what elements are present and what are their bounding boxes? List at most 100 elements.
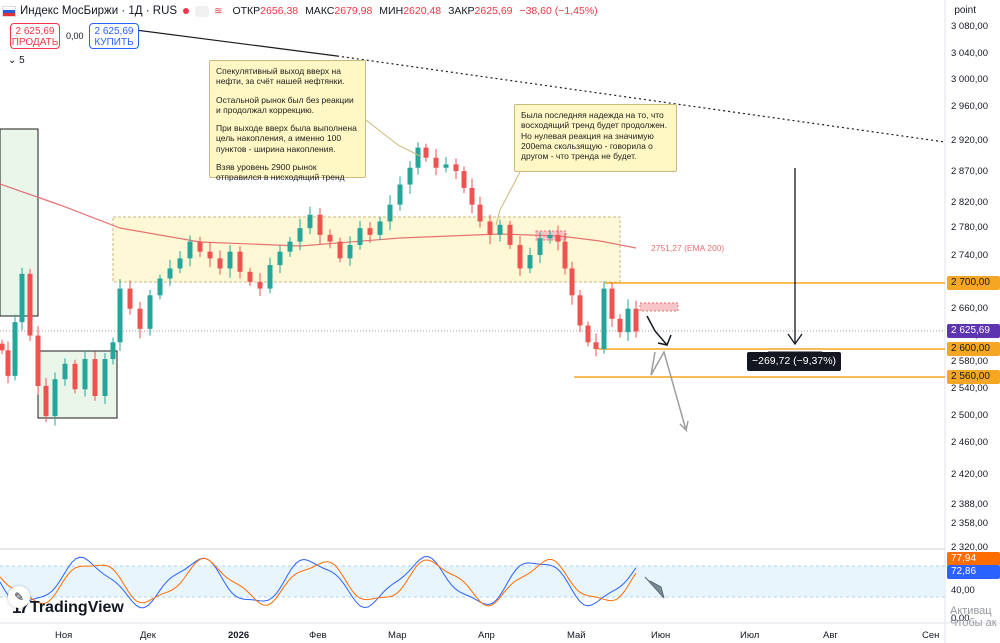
time-tick: Июн	[651, 630, 671, 641]
trendline-solid	[119, 27, 338, 57]
sell-label: ПРОДАТЬ	[11, 37, 59, 48]
candle-body	[247, 271, 253, 282]
time-tick: Мар	[388, 630, 407, 641]
candle-body	[517, 244, 523, 269]
candle-body	[27, 273, 33, 336]
annotation-note-1[interactable]: Спекулятивный выход вверх на нефти, за с…	[209, 60, 366, 182]
candle-body	[127, 288, 133, 309]
ohlc-values: ОТКР2656,38 МАКС2679,98 МИН2620,48 ЗАКР2…	[232, 5, 601, 17]
candle-body	[397, 184, 403, 205]
watermark-line1: Активац	[950, 605, 992, 617]
indicators-count: 5	[19, 55, 25, 66]
eye-icon[interactable]: ≋	[214, 5, 223, 17]
market-status-icon	[183, 8, 190, 14]
ohlc-high-value: 2679,98	[334, 5, 373, 17]
price-tick: 2 580,00	[951, 356, 988, 368]
candle-body	[237, 251, 243, 272]
candle-body	[327, 234, 333, 242]
candle-body	[469, 187, 475, 205]
candle-body	[593, 342, 599, 349]
price-tick: 3 000,00	[951, 74, 988, 86]
candle-body	[82, 359, 88, 390]
candle-body	[0, 343, 5, 351]
stoch-tick: 0,00	[951, 613, 970, 624]
price-tick: 2 388,00	[951, 499, 988, 510]
candle-body	[177, 258, 183, 269]
ohlc-open-key: ОТКР	[232, 5, 261, 17]
candle-body	[625, 308, 631, 333]
candle-body	[137, 308, 143, 329]
candle-body	[12, 322, 18, 376]
time-tick: Май	[567, 630, 586, 641]
candle-body	[377, 221, 383, 235]
sell-button[interactable]: 2 625,69 ПРОДАТЬ	[10, 23, 60, 49]
candle-body	[617, 318, 623, 333]
chart-header: Индекс МосБиржи · 1Д · RUS ≋ ОТКР2656,38…	[0, 0, 945, 22]
price-tick: 3 080,00	[951, 20, 988, 32]
annotation-note-2[interactable]: Была последняя надежда на то, что восход…	[514, 104, 677, 172]
note1-line: При выходе вверх была выполнена цель нак…	[216, 123, 357, 154]
candle-body	[537, 238, 543, 256]
candle-body	[197, 241, 203, 252]
tradingview-logo-text: TradingView	[29, 599, 124, 616]
candle-body	[387, 204, 393, 222]
price-tick: 2 660,00	[951, 302, 988, 314]
activation-watermark: Активац Чтобы ак	[950, 605, 997, 629]
candle-body	[307, 214, 313, 229]
candle-body	[102, 359, 108, 396]
ohlc-open-value: 2656,38	[260, 5, 299, 17]
axis-unit: point	[954, 5, 976, 16]
stoch-tick: 40,00	[951, 585, 975, 596]
candle-body	[287, 241, 293, 252]
candle-body	[147, 295, 153, 329]
stoch-k-line	[0, 555, 637, 609]
candle-body	[167, 268, 173, 279]
candle-body	[207, 251, 213, 259]
candle-body	[415, 147, 421, 168]
candle-body	[487, 221, 493, 235]
note1-line: Остальной рынок был без реакции и продол…	[216, 94, 354, 115]
price-tick: 2 960,00	[951, 101, 988, 113]
note2-text: Была последняя надежда на то, что восход…	[521, 110, 667, 162]
ohlc-change-value: −38,60 (−1,45%)	[519, 5, 598, 17]
candle-body	[43, 385, 49, 417]
candle-body	[601, 288, 607, 349]
candle-body	[337, 241, 343, 259]
stoch-d-badge: 72,86	[947, 565, 1000, 579]
candle-body	[317, 214, 323, 235]
candle-body	[585, 325, 591, 343]
indicators-toggle[interactable]: ⌄ 5	[8, 55, 25, 66]
price-tick: 2 460,00	[951, 436, 988, 448]
measure-result-label: −269,72 (−9,37%)	[747, 352, 841, 371]
candle-body	[227, 251, 233, 269]
candle-body	[267, 265, 273, 289]
buy-price: 2 625,69	[94, 26, 134, 37]
buy-button[interactable]: 2 625,69 КУПИТЬ	[89, 23, 139, 49]
toggle-icon[interactable]	[195, 5, 210, 17]
candle-body	[297, 228, 303, 242]
time-tick: Сен	[922, 630, 940, 641]
candle-body	[19, 273, 25, 323]
candle-body	[461, 171, 467, 188]
pencil-icon[interactable]: ✎	[8, 586, 30, 608]
price-tick: 2 870,00	[951, 166, 988, 177]
chevron-down-icon[interactable]: ⌄	[8, 55, 17, 66]
candle-body	[433, 157, 439, 168]
candle-body	[577, 295, 583, 326]
ohlc-low-key: МИН	[379, 5, 404, 17]
candle-body	[507, 224, 513, 245]
time-tick: Ноя	[55, 630, 73, 641]
candle-body	[527, 255, 533, 269]
candle-body	[217, 258, 223, 269]
candle-body	[157, 278, 163, 296]
note1-pointer	[365, 119, 421, 157]
candle-body	[92, 359, 98, 396]
level-badge-2560: 2 560,00	[947, 370, 1000, 384]
candle-body	[357, 228, 363, 245]
time-tick: Июл	[740, 630, 760, 641]
time-tick: Фев	[309, 630, 327, 641]
buy-label: КУПИТЬ	[94, 37, 134, 48]
symbol-title[interactable]: Индекс МосБиржи · 1Д · RUS	[20, 5, 178, 17]
